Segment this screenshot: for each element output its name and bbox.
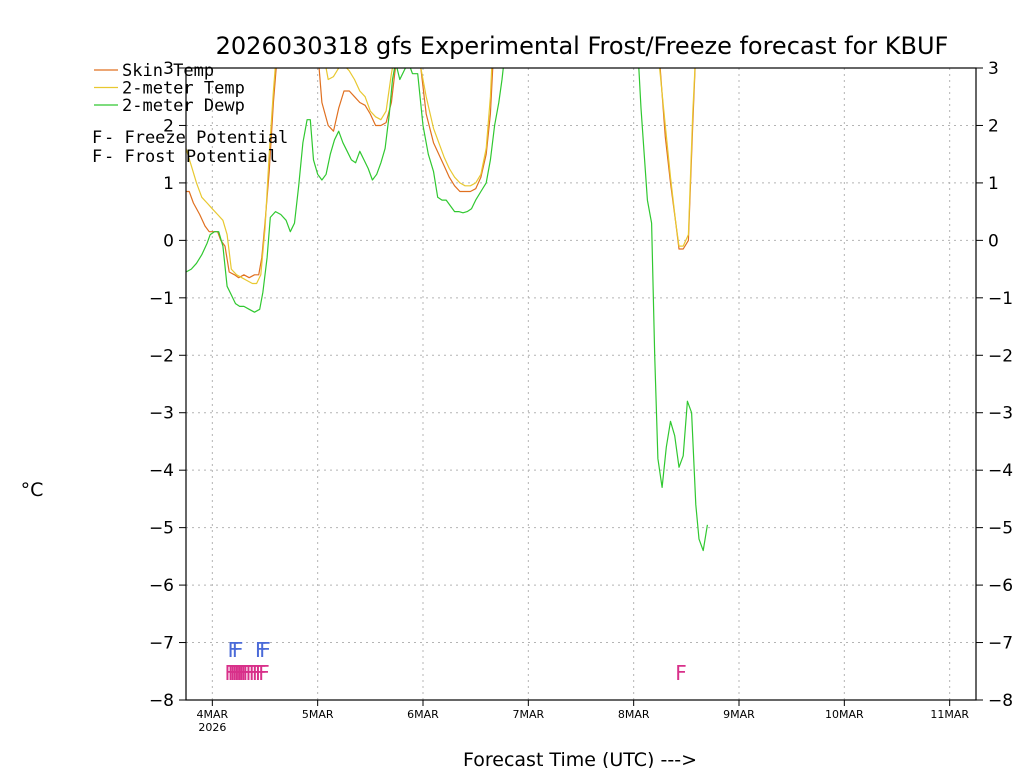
y-tick-label: 0: [163, 231, 174, 251]
y-tick-label: 1: [163, 174, 174, 194]
y-tick-label-right: −7: [988, 634, 1013, 654]
x-tick-label: 11MAR: [930, 708, 969, 721]
freeze-potential-mark: F: [249, 661, 261, 685]
freeze-potential-mark: F: [238, 661, 250, 685]
y-tick-label-right: −3: [988, 404, 1013, 424]
x-tick-label: 4MAR: [196, 708, 228, 721]
series-line-2-meter-dewp: [186, 68, 708, 552]
y-axis-label: °C: [21, 479, 44, 501]
freeze-potential-mark: F: [242, 661, 254, 685]
y-tick-label: −5: [149, 519, 174, 539]
freeze-potential-mark: F: [232, 661, 244, 685]
x-axis-label: Forecast Time (UTC) --->: [463, 749, 697, 768]
y-tick-label-right: −8: [988, 691, 1013, 711]
series-line-skin-temp: [186, 68, 696, 279]
x-tick-sublabel: 2026: [198, 721, 226, 734]
freeze-potential-mark: F: [230, 661, 242, 685]
freeze-potential-mark: F: [236, 661, 248, 685]
y-tick-label-right: 0: [988, 231, 999, 251]
frost-potential-mark: F: [228, 638, 240, 662]
y-tick-label-right: 1: [988, 174, 999, 194]
y-tick-label: −7: [149, 634, 174, 654]
x-tick-label: 6MAR: [407, 708, 439, 721]
y-tick-label-right: 2: [988, 116, 999, 136]
freeze-potential-mark: F: [255, 661, 267, 685]
legend-glyph-freeze-potential: F: [92, 128, 102, 148]
y-axis-left: −8 −7 −6 −5 −4 −3 −2 −1 0 1 2 3: [149, 59, 186, 711]
y-tick-label: −1: [149, 289, 174, 309]
x-tick-label: 8MAR: [618, 708, 650, 721]
freeze-potential-mark: F: [258, 661, 270, 685]
legend-label-frost-potential: - Frost Potential: [104, 147, 278, 167]
x-tick-label: 5MAR: [302, 708, 334, 721]
y-axis-right: −8 −7 −6 −5 −4 −3 −2 −1 0 1 2 3: [976, 59, 1013, 711]
legend-label-freeze-potential: - Freeze Potential: [104, 128, 288, 148]
frost-potential-mark: F: [232, 638, 244, 662]
y-tick-label-right: −1: [988, 289, 1013, 309]
x-tick-label: 9MAR: [723, 708, 755, 721]
y-tick-label: −3: [149, 404, 174, 424]
freeze-potential-mark: F: [252, 661, 264, 685]
y-tick-label-right: −5: [988, 519, 1013, 539]
y-tick-label-right: −6: [988, 576, 1013, 596]
freeze-potential-mark: F: [246, 661, 258, 685]
plot-frame: [185, 67, 977, 701]
series-line-2-meter-temp: [186, 68, 696, 285]
freeze-potential-mark: F: [228, 661, 240, 685]
y-tick-label: −4: [149, 461, 174, 481]
y-tick-label-right: −4: [988, 461, 1013, 481]
legend-glyph-frost-potential: F: [92, 147, 102, 167]
freeze-potential-mark: F: [675, 661, 687, 685]
y-tick-label: −8: [149, 691, 174, 711]
freeze-potential-mark: F: [240, 661, 252, 685]
y-tick-label: −6: [149, 576, 174, 596]
y-tick-label-right: −2: [988, 346, 1013, 366]
x-tick-label: 10MAR: [825, 708, 864, 721]
y-tick-label-right: 3: [988, 59, 999, 79]
freeze-potential-mark: F: [224, 661, 236, 685]
x-tick-label: 7MAR: [512, 708, 544, 721]
frost-potential-mark: F: [255, 638, 267, 662]
y-tick-label: −2: [149, 346, 174, 366]
frost-potential-mark: F: [259, 638, 271, 662]
y-tick-label: 2: [163, 116, 174, 136]
y-tick-label: 3: [163, 59, 174, 79]
series-lines: [186, 68, 708, 552]
legend-label-2-meter-temp: 2-meter Temp: [122, 79, 245, 99]
grid: [186, 68, 976, 700]
chart-title: 2026030318 gfs Experimental Frost/Freeze…: [216, 32, 949, 60]
freeze-potential-mark: F: [234, 661, 246, 685]
legend-label-skin-temp: Skin Temp: [122, 61, 214, 81]
legend-label-2-meter-dewp: 2-meter Dewp: [122, 96, 245, 116]
